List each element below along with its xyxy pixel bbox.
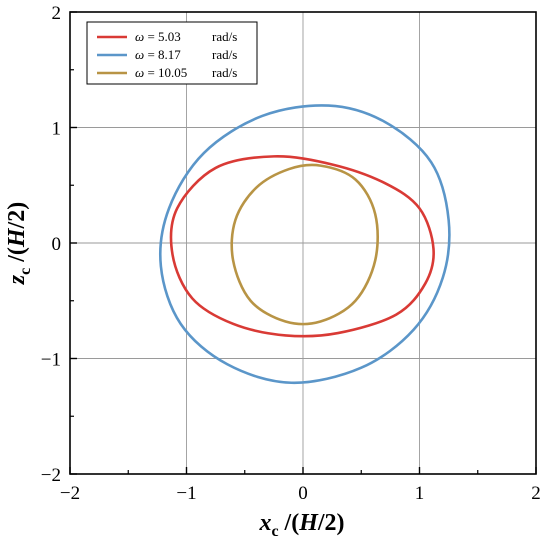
y-axis-title: zc /(H/2) [4,202,34,285]
legend-label-2: ω = 8.17 [135,47,181,62]
tick-labels: −2 −1 0 1 2 −2 −1 0 1 2 [41,3,541,504]
x-axis-title: xc /(H/2) [258,510,344,540]
y-tick-label: −2 [41,465,61,486]
y-tick-label: 0 [52,234,62,255]
series-curve-3 [230,163,380,326]
curves [159,104,451,385]
axis-ticks [69,11,537,475]
legend: ω = 5.03 rad/s ω = 8.17 rad/s ω = 10.05 rad/s [86,21,258,85]
x-tick-label: 1 [415,483,425,504]
legend-unit-3: rad/s [212,65,237,80]
y-tick-label: 1 [52,119,62,140]
legend-label-3: ω = 10.05 [135,65,187,80]
x-tick-label: −2 [60,483,80,504]
x-tick-label: 2 [531,483,541,504]
legend-unit-1: rad/s [212,29,237,44]
series-curve-1 [169,155,435,338]
legend-label-1: ω = 5.03 [135,29,181,44]
y-tick-label: −1 [41,350,61,371]
x-tick-label: 0 [298,483,308,504]
y-tick-label: 2 [52,3,62,24]
x-tick-label: −1 [176,483,196,504]
legend-unit-2: rad/s [212,47,237,62]
series-curve-2 [159,104,451,385]
